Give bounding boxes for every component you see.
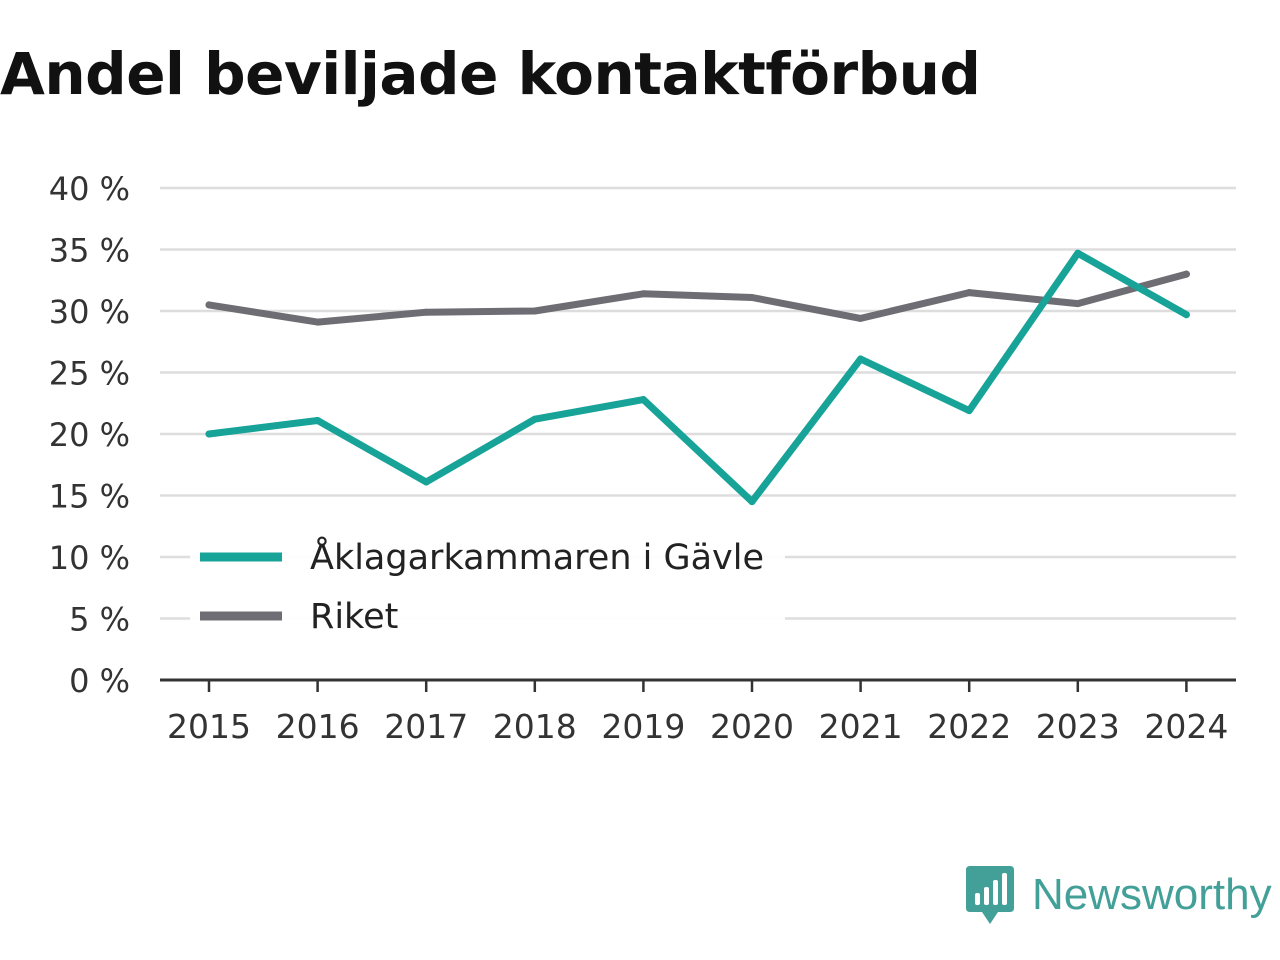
data-point (531, 415, 539, 423)
y-tick-label: 10 % (49, 539, 130, 577)
data-point (422, 308, 430, 316)
x-tick-label: 2016 (276, 707, 360, 746)
data-point (205, 430, 213, 438)
data-point (314, 318, 322, 326)
legend: Åklagarkammaren i Gävle Riket (190, 530, 785, 648)
series-lines (205, 249, 1190, 506)
y-tick-label: 30 % (49, 293, 130, 331)
y-tick-label: 40 % (49, 170, 130, 208)
data-point (748, 498, 756, 506)
data-point (422, 478, 430, 486)
y-tick-label: 20 % (49, 416, 130, 454)
data-point (1182, 270, 1190, 278)
brand-logo: Newsworthy (964, 864, 1272, 926)
legend-background (190, 530, 785, 648)
y-tick-label: 35 % (49, 232, 130, 270)
data-point (639, 290, 647, 298)
line-chart: 0 %5 %10 %15 %20 %25 %30 %35 %40 % 2015 2… (49, 170, 1236, 746)
data-point (1182, 311, 1190, 319)
data-point (965, 289, 973, 297)
chart-title: Andel beviljade kontaktförbud (0, 40, 981, 108)
data-point (748, 293, 756, 301)
y-tick-label: 0 % (69, 662, 130, 700)
y-tick-label: 15 % (49, 478, 130, 516)
x-tick-label: 2020 (710, 707, 794, 746)
legend-label: Riket (310, 597, 398, 637)
legend-label: Åklagarkammaren i Gävle (310, 535, 764, 578)
data-point (1074, 300, 1082, 308)
data-point (857, 355, 865, 363)
x-axis-ticks: 2015 2016 2017 2018 2019 2020 2021 2022 2023 2024 (167, 680, 1228, 746)
brand-name: Newsworthy (1032, 870, 1272, 919)
x-tick-label: 2024 (1144, 707, 1228, 746)
data-point (857, 314, 865, 322)
data-point (314, 416, 322, 424)
y-tick-label: 5 % (69, 601, 130, 639)
data-point (205, 301, 213, 309)
x-tick-label: 2022 (927, 707, 1011, 746)
data-point (531, 307, 539, 315)
y-axis-ticks: 0 % 5 % 10 % 15 % 20 % 25 % 30 % 35 % 40 % (49, 170, 130, 700)
x-tick-label: 2018 (493, 707, 577, 746)
data-point (965, 407, 973, 415)
y-tick-label: 25 % (49, 355, 130, 393)
newsworthy-logo-icon (966, 866, 1014, 924)
series-line (205, 249, 1190, 506)
series-line (205, 270, 1190, 326)
x-tick-label: 2015 (167, 707, 251, 746)
x-tick-label: 2021 (819, 707, 903, 746)
x-tick-label: 2017 (384, 707, 468, 746)
data-point (639, 396, 647, 404)
data-point (1074, 249, 1082, 257)
x-tick-label: 2023 (1036, 707, 1120, 746)
x-tick-label: 2019 (601, 707, 685, 746)
